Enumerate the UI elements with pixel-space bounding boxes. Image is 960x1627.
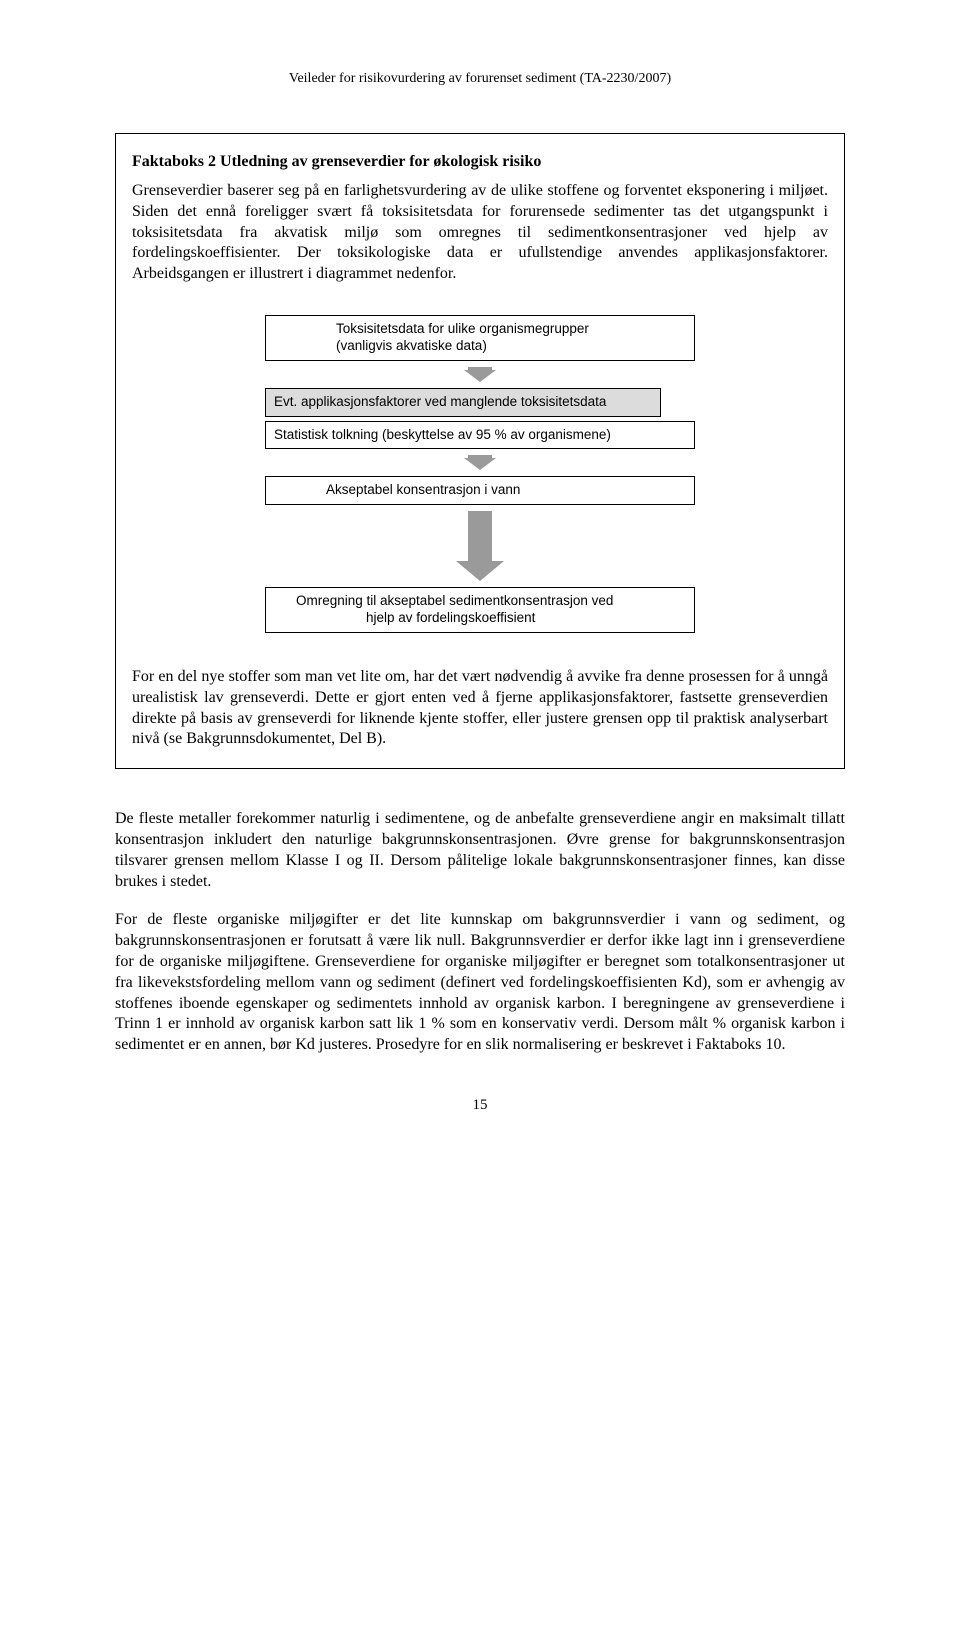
- fakta-paragraph-2: For en del nye stoffer som man vet lite …: [132, 667, 828, 750]
- arrow-icon-1: [464, 367, 496, 382]
- body-paragraph-2: For de fleste organiske miljøgifter er d…: [115, 910, 845, 1056]
- diagram-box-5: Omregning til akseptabel sedimentkonsent…: [265, 587, 695, 633]
- fakta-box: Faktaboks 2 Utledning av grenseverdier f…: [115, 133, 845, 769]
- diagram-box-4: Akseptabel konsentrasjon i vann: [265, 476, 695, 505]
- page-header: Veileder for risikovurdering av forurens…: [115, 70, 845, 88]
- diagram-box-3: Statistisk tolkning (beskyttelse av 95 %…: [265, 421, 695, 450]
- diagram-box-2: Evt. applikasjonsfaktorer ved manglende …: [265, 388, 661, 417]
- diagram-box-1-line-2: (vanligvis akvatiske data): [336, 338, 487, 353]
- diagram-box-5-line-1: Omregning til akseptabel sedimentkonsent…: [296, 593, 613, 608]
- diagram-box-5-line-2: hjelp av fordelingskoeffisient: [296, 610, 535, 627]
- body-paragraph-1: De fleste metaller forekommer naturlig i…: [115, 809, 845, 892]
- flow-diagram: Toksisitetsdata for ulike organismegrupp…: [265, 315, 695, 637]
- diagram-box-1: Toksisitetsdata for ulike organismegrupp…: [265, 315, 695, 361]
- diagram-box-1-line-1: Toksisitetsdata for ulike organismegrupp…: [336, 321, 589, 336]
- arrow-icon-2: [464, 455, 496, 470]
- page-number: 15: [115, 1096, 845, 1116]
- arrow-icon-3: [456, 511, 504, 581]
- fakta-title: Faktaboks 2 Utledning av grenseverdier f…: [132, 152, 828, 173]
- fakta-paragraph-1: Grenseverdier baserer seg på en farlighe…: [132, 181, 828, 285]
